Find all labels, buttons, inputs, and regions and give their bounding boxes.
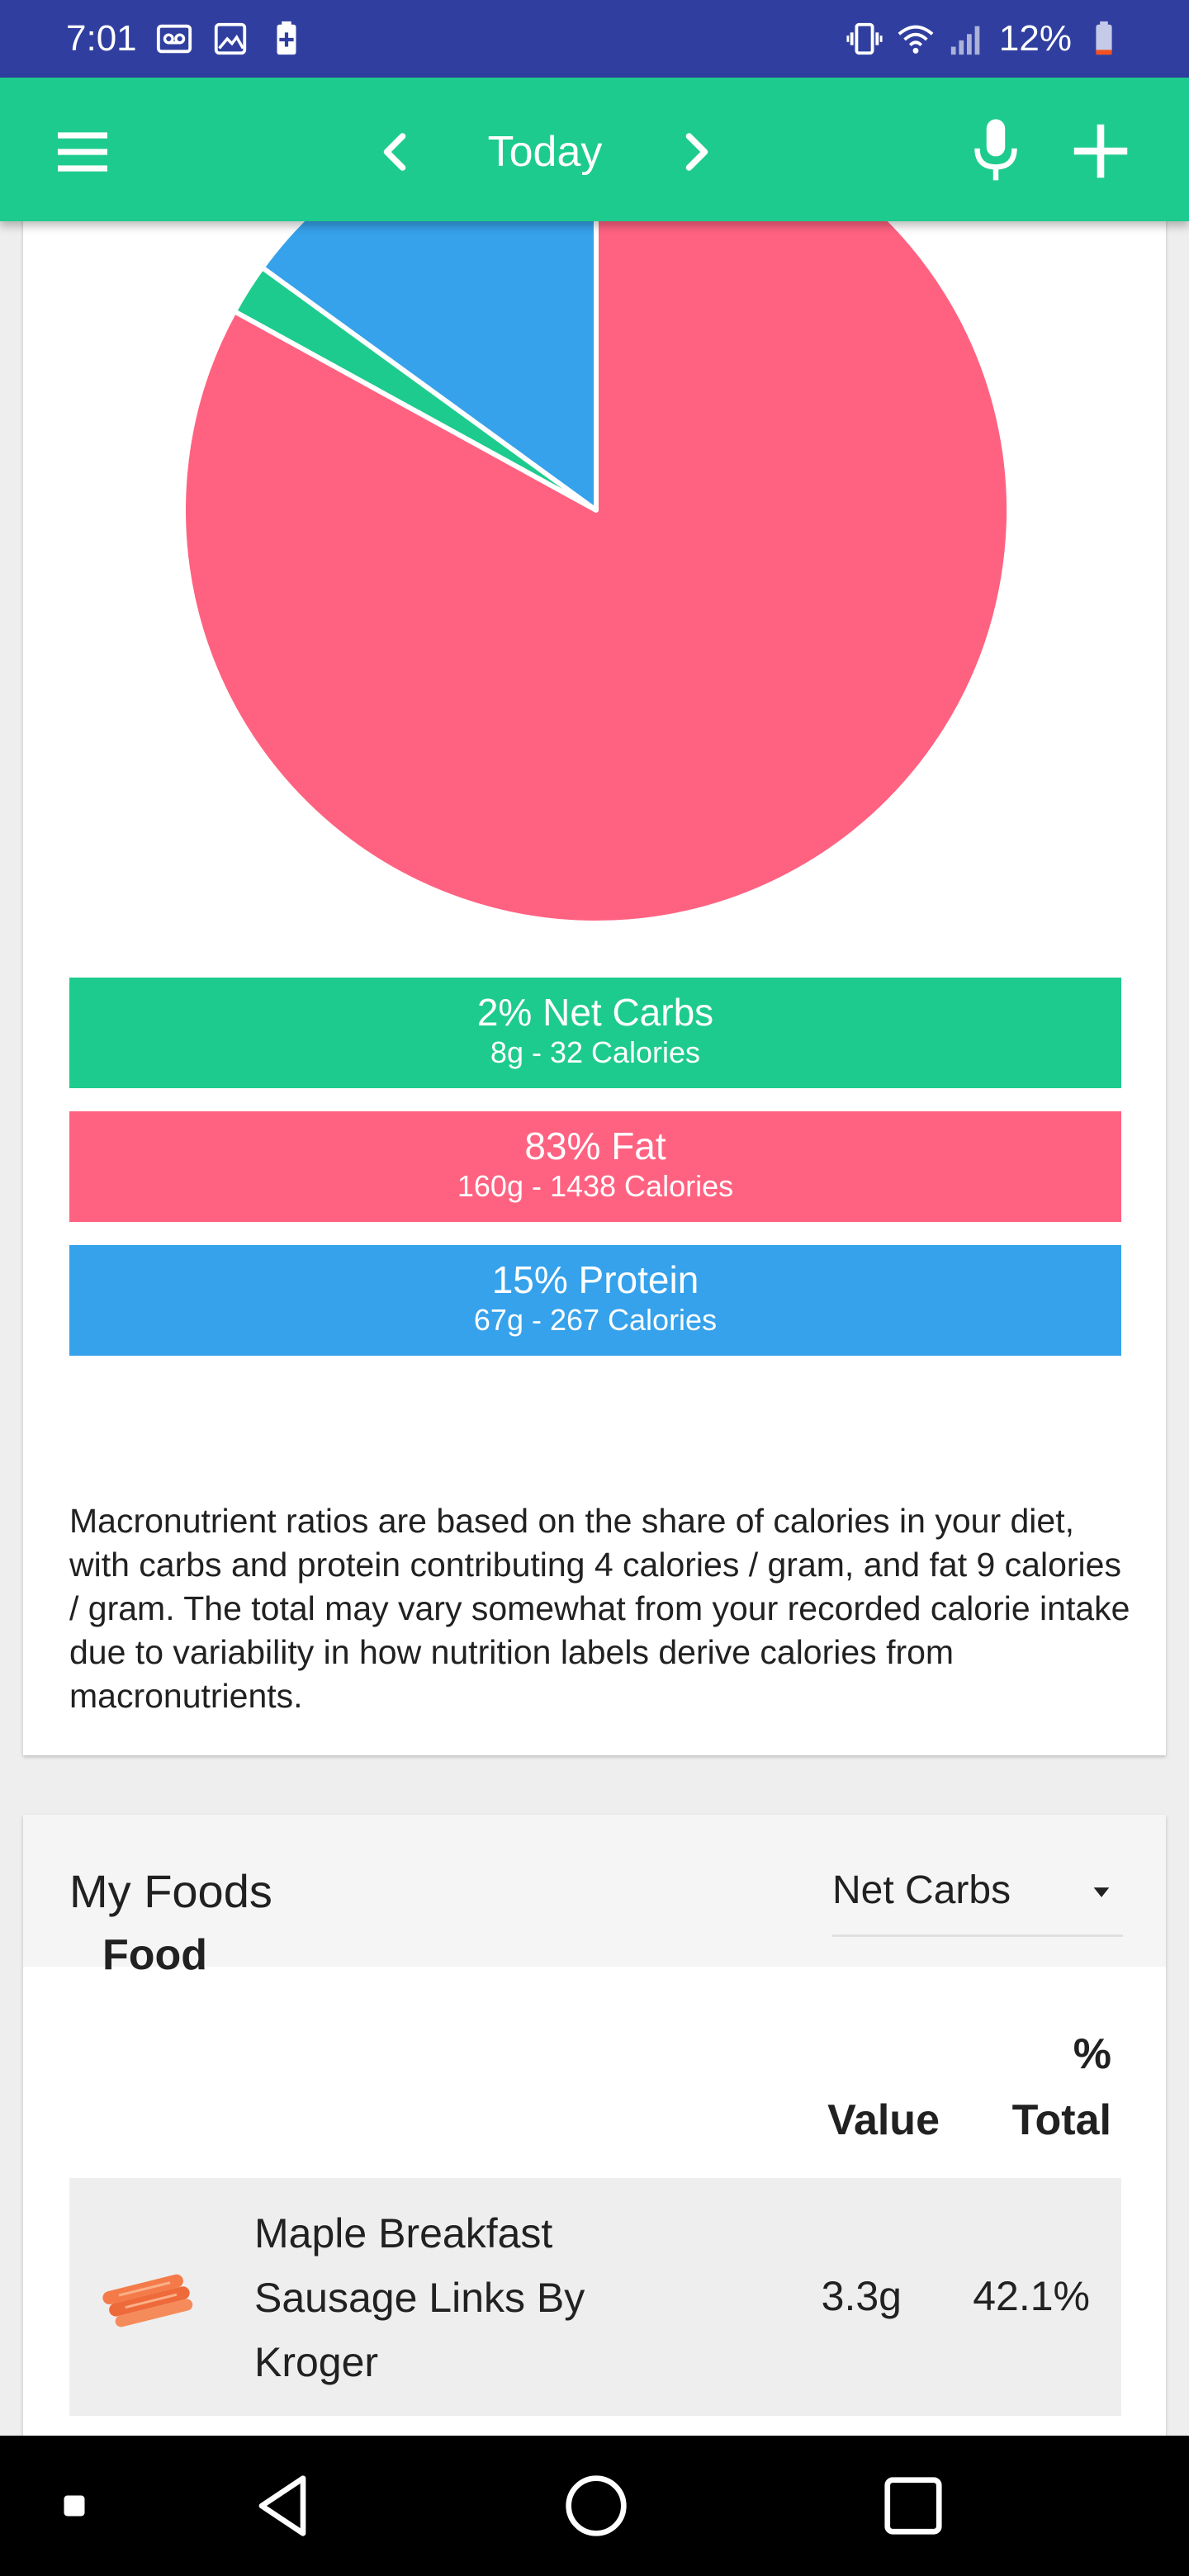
wifi-icon (898, 25, 934, 54)
table-row[interactable]: Maple Breakfast Sausage Links By Kroger … (69, 2178, 1121, 2416)
macro-bar-fat: 83% Fat 160g - 1438 Calories (69, 1111, 1121, 1222)
battery-percent: 12% (998, 18, 1072, 59)
home-circle-icon[interactable] (555, 2465, 637, 2547)
image-icon (214, 22, 246, 55)
column-food[interactable]: Food (102, 1931, 208, 1979)
pie-slice-protein (259, 206, 599, 513)
back-triangle-icon[interactable] (241, 2465, 324, 2547)
my-foods-card: My Foods Net Carbs Food Value % Total Ma… (23, 1815, 1166, 2442)
macro-explanation: Macronutrient ratios are based on the sh… (69, 1502, 1130, 1715)
sausage-icon (102, 2274, 193, 2327)
food-name: Maple Breakfast Sausage Links By Kroger (254, 2210, 585, 2385)
signal-icon (950, 26, 980, 55)
macro-bar-protein: 15% Protein 67g - 267 Calories (69, 1245, 1121, 1356)
macro-protein-title: 15% Protein (491, 1258, 699, 1301)
voicemail-icon (156, 24, 192, 54)
caret-down-icon (1093, 1887, 1110, 1897)
my-foods-title: My Foods (69, 1865, 272, 1917)
food-value: 3.3g (821, 2273, 902, 2319)
column-percent[interactable]: % (1073, 2030, 1111, 2078)
vibrate-icon (846, 22, 883, 55)
overview-square-icon[interactable] (872, 2465, 955, 2547)
nutrient-dropdown-value: Net Carbs (832, 1868, 1011, 1912)
macro-fat-title: 83% Fat (524, 1125, 666, 1167)
macro-pie-chart (181, 206, 1011, 926)
macro-carbs-title: 2% Net Carbs (476, 991, 714, 1034)
status-time: 7:01 (66, 18, 137, 59)
macro-bar-carbs: 2% Net Carbs 8g - 32 Calories (69, 978, 1121, 1088)
battery-saver-icon (277, 21, 296, 55)
my-foods-header: My Foods Net Carbs (23, 1815, 1166, 1967)
column-value[interactable]: Value (827, 2096, 940, 2144)
microphone-icon[interactable] (963, 114, 1029, 188)
pie-slice-fat (181, 206, 1011, 926)
status-bar: 7:01 (0, 0, 1189, 78)
recent-square-small-icon[interactable] (33, 2465, 116, 2547)
date-title[interactable]: Today (487, 128, 603, 176)
battery-icon (1096, 21, 1112, 55)
macro-protein-detail: 67g - 267 Calories (473, 1303, 718, 1337)
macro-fat-detail: 160g - 1438 Calories (457, 1169, 734, 1203)
column-total[interactable]: Total (1011, 2096, 1111, 2144)
chevron-left-icon[interactable] (363, 121, 426, 183)
macros-card: 2% Net Carbs 8g - 32 Calories 83% Fat 16… (23, 206, 1166, 1755)
food-percent: 42.1% (973, 2273, 1090, 2319)
nutrient-dropdown[interactable]: Net Carbs (832, 1861, 1123, 1937)
app-bar: Today (0, 78, 1189, 221)
system-nav-bar (0, 2436, 1189, 2576)
macro-carbs-detail: 8g - 32 Calories (490, 1035, 701, 1069)
hamburger-menu-icon[interactable] (50, 119, 116, 185)
plus-icon[interactable] (1065, 116, 1136, 187)
chevron-right-icon[interactable] (666, 121, 728, 183)
